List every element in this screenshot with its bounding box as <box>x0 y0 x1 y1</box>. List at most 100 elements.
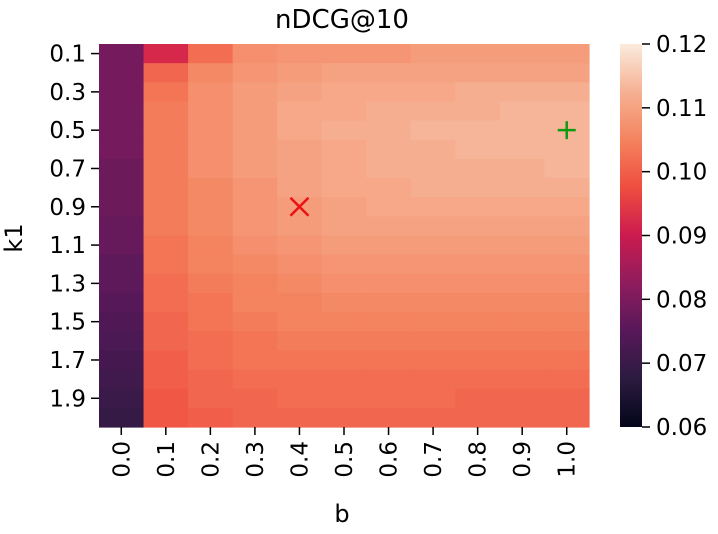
heatmap-cell <box>277 63 323 83</box>
heatmap-cell <box>321 292 367 313</box>
heatmap-cell <box>232 273 278 294</box>
heatmap-cell <box>366 350 412 371</box>
heatmap-cell <box>499 178 546 198</box>
heatmap-cell <box>277 101 323 122</box>
heatmap-cell <box>455 254 501 275</box>
heatmap-cell <box>410 63 456 83</box>
heatmap-cell <box>499 101 546 122</box>
heatmap-cell <box>277 369 323 390</box>
heatmap-cell <box>99 139 145 160</box>
heatmap-cell <box>143 235 189 256</box>
heatmap-cell <box>455 292 501 313</box>
heatmap-cell <box>188 158 234 179</box>
heatmap-cell <box>499 120 546 141</box>
x-axis: 0.0 0.1 0.2 0.3 0.4 0.5 0.6 0.7 0.8 0.9 1.0 <box>109 427 581 478</box>
heatmap-cell <box>188 120 234 141</box>
heatmap-cell <box>277 407 323 428</box>
heatmap-cell <box>321 235 367 256</box>
heatmap-cell <box>277 388 323 409</box>
heatmap-cell <box>366 235 412 256</box>
heatmap-cell <box>99 178 145 198</box>
heatmap-cell <box>143 254 189 275</box>
heatmap-cell <box>188 235 234 256</box>
heatmap-cell <box>366 101 412 122</box>
y-tick-label: 1.1 <box>49 233 86 259</box>
heatmap-cell <box>143 331 189 351</box>
y-axis: 0.1 0.3 0.5 0.7 0.9 1.1 1.3 1.5 1.7 1.9 <box>49 42 99 412</box>
heatmap-cell <box>544 350 590 371</box>
heatmap-cell <box>99 82 145 103</box>
heatmap-cell <box>99 254 145 275</box>
heatmap-cell <box>277 350 323 371</box>
heatmap-cell <box>232 63 278 83</box>
y-tick-label: 1.9 <box>49 386 86 412</box>
colorbar-tick-label: 0.06 <box>656 415 707 441</box>
heatmap-cell <box>410 101 456 122</box>
heatmap-cell <box>277 139 323 160</box>
heatmap-cell <box>321 388 367 409</box>
heatmap-cell <box>188 254 234 275</box>
heatmap-cell <box>143 44 189 64</box>
heatmap-cell <box>321 197 367 217</box>
heatmap-cell <box>499 407 546 428</box>
heatmap-cell <box>232 197 278 217</box>
heatmap-cell <box>455 407 501 428</box>
heatmap-cell <box>232 350 278 371</box>
heatmap-cell <box>455 197 501 217</box>
heatmap-cell <box>499 63 546 83</box>
x-axis-label: b <box>334 500 349 528</box>
heatmap-cell <box>321 331 367 351</box>
heatmap-cell <box>143 82 189 103</box>
heatmap-cell <box>366 216 412 237</box>
heatmap-cell <box>410 216 456 237</box>
heatmap-cell <box>321 254 367 275</box>
heatmap-cell <box>410 273 456 294</box>
heatmap-cell <box>99 158 145 179</box>
heatmap-cell <box>188 331 234 351</box>
heatmap-cell <box>232 158 278 179</box>
heatmap-cell <box>499 273 546 294</box>
heatmap-cell <box>366 273 412 294</box>
heatmap-cell <box>499 197 546 217</box>
heatmap-cell <box>188 197 234 217</box>
heatmap-cell <box>99 292 145 313</box>
heatmap-cell <box>499 331 546 351</box>
heatmap-cell <box>455 388 501 409</box>
heatmap-cell <box>321 120 367 141</box>
heatmap-cell <box>410 407 456 428</box>
heatmap-cell <box>321 369 367 390</box>
heatmap-cell <box>410 350 456 371</box>
heatmap-cell <box>410 82 456 103</box>
heatmap-cell <box>455 82 501 103</box>
heatmap-cell <box>188 44 234 64</box>
x-tick-label: 0.3 <box>243 441 269 478</box>
heatmap-cell <box>188 216 234 237</box>
heatmap-cell <box>99 388 145 409</box>
heatmap-cell <box>277 216 323 237</box>
heatmap-cell <box>232 139 278 160</box>
heatmap-cell <box>232 312 278 332</box>
y-tick-label: 1.3 <box>49 271 86 297</box>
heatmap-cell <box>277 44 323 64</box>
y-tick-label: 0.1 <box>49 42 86 68</box>
heatmap-cell <box>410 292 456 313</box>
heatmap-cell <box>143 158 189 179</box>
heatmap-cell <box>410 254 456 275</box>
heatmap-cell <box>455 273 501 294</box>
heatmap-cell <box>544 139 590 160</box>
colorbar-tick-label: 0.12 <box>656 32 707 58</box>
heatmap-cell <box>99 331 145 351</box>
heatmap-cell <box>99 350 145 371</box>
heatmap-cell <box>455 216 501 237</box>
heatmap-cell <box>455 235 501 256</box>
heatmap-cell <box>321 82 367 103</box>
colorbar-tick-label: 0.08 <box>656 287 707 313</box>
heatmap-cell <box>499 254 546 275</box>
heatmap-cell <box>188 139 234 160</box>
heatmap-cell <box>544 407 590 428</box>
heatmap-cell <box>455 178 501 198</box>
chart-title: nDCG@10 <box>275 5 409 35</box>
heatmap-cell <box>455 312 501 332</box>
heatmap-cell <box>499 369 546 390</box>
